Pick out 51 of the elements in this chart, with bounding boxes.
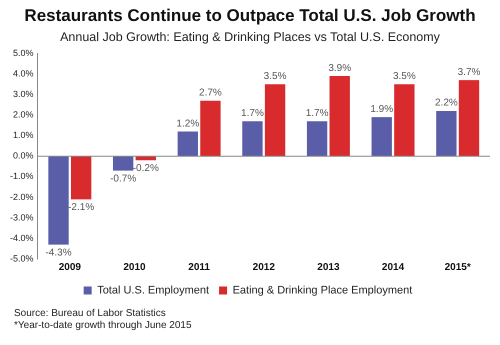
y-tick-label: 1.0% <box>12 130 34 140</box>
x-tick-label: 2009 <box>58 262 82 273</box>
y-tick-label: -2.0% <box>10 192 34 202</box>
x-tick-label: 2010 <box>123 262 146 273</box>
data-label: 3.5% <box>392 70 416 82</box>
bar <box>394 84 415 156</box>
y-tick-label: -5.0% <box>10 253 34 264</box>
data-label: 3.5% <box>264 70 287 82</box>
y-tick-label: 5.0% <box>12 48 34 58</box>
y-tick-label: -1.0% <box>10 171 34 182</box>
bar <box>436 110 457 156</box>
text: *Year-to-date growth through June 2015 <box>14 320 192 332</box>
x-tick-label: 2011 <box>188 262 210 273</box>
data-label: 2.2% <box>434 98 458 109</box>
data-label: 3.7% <box>458 66 480 78</box>
bar <box>112 156 134 171</box>
bar <box>178 132 198 156</box>
data-label: -0.2% <box>132 163 159 174</box>
bar <box>48 156 69 245</box>
data-label: -0.7% <box>110 173 136 184</box>
bar <box>242 121 263 156</box>
source-note: Source: Bureau of Labor Statistics <box>14 308 167 320</box>
bar <box>264 84 286 156</box>
data-label: 1.7% <box>306 108 329 119</box>
y-tick-label: -3.0% <box>10 212 34 222</box>
bar <box>306 121 328 156</box>
bar <box>330 76 350 156</box>
y-tick-label: 4.0% <box>12 68 34 78</box>
data-label: 1.2% <box>176 118 200 130</box>
legend-label: Eating & Drinking Place Employment <box>232 284 412 297</box>
chart-subtitle: Annual Job Growth: Eating & Drinking Places vs Total U.S. Economy <box>59 30 441 44</box>
data-label: -2.1% <box>68 202 94 214</box>
x-tick-label: 2015* <box>444 262 471 273</box>
legend-label: Total U.S. Employment <box>97 284 210 297</box>
x-tick-label: 2014 <box>382 262 405 273</box>
y-tick-label: 2.0% <box>12 110 34 120</box>
bar <box>70 156 92 200</box>
x-tick-label: 2012 <box>252 262 276 273</box>
data-label: 3.9% <box>328 62 352 74</box>
data-label: 1.7% <box>241 108 264 119</box>
y-tick-label: -4.0% <box>10 232 34 243</box>
x-tick-label: 2013 <box>317 262 340 273</box>
bar <box>372 117 392 156</box>
chart-title: Restaurants Continue to Outpace Total U.S. Job Growth <box>23 6 477 26</box>
data-label: 2.7% <box>199 87 222 98</box>
data-label: -4.3% <box>45 247 72 258</box>
y-tick-label: 0.0% <box>12 150 34 161</box>
bar <box>200 100 221 156</box>
y-tick-label: 3.0% <box>12 89 34 100</box>
data-label: 1.9% <box>370 104 394 115</box>
bar <box>458 80 480 156</box>
